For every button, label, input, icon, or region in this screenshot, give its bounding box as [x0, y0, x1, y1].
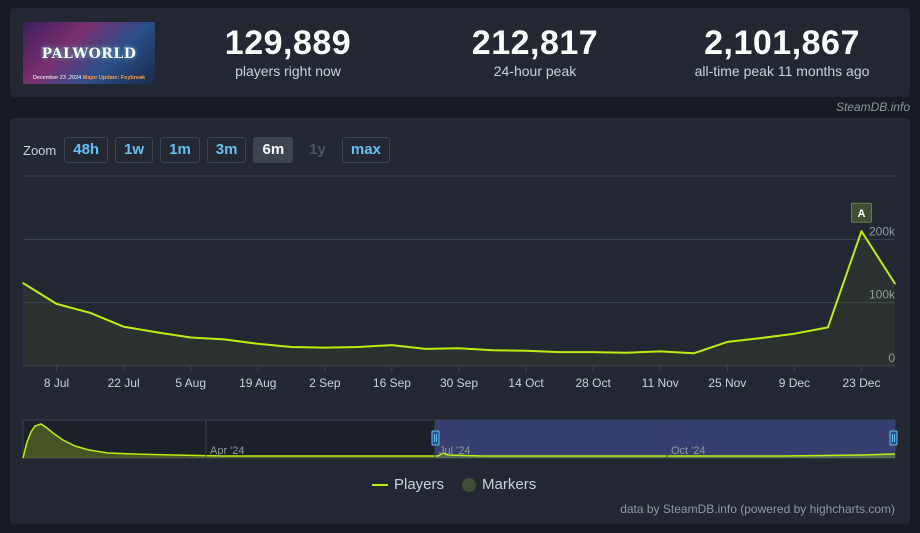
data-point [625, 351, 628, 354]
data-point [22, 282, 24, 284]
player-chart: 0 100k 200k 8 Jul 22 Jul 5 Aug 19 Aug 2 Sep 16 S… [22, 175, 898, 459]
zoom-1y-button: 1y [309, 141, 326, 158]
data-point [189, 336, 192, 339]
stat-label: all-time peak 11 months ago [694, 63, 870, 79]
stat-value: 2,101,867 [704, 24, 860, 62]
data-point [122, 325, 125, 328]
stat-current-players: 129,889 players right now [188, 24, 388, 80]
event-marker-flag [850, 202, 872, 223]
stat-label: 24-hour peak [493, 63, 577, 79]
y-tick-label: 100k [869, 288, 896, 302]
data-point [357, 346, 360, 348]
stats-panel: PALWORLD December 23 ,2024 Major Update:… [10, 8, 910, 97]
highcharts-credit[interactable]: data by SteamDB.info (powered by highcha… [620, 502, 895, 516]
zoom-max-button[interactable]: max [341, 137, 390, 163]
data-point [89, 312, 91, 314]
data-point [692, 352, 695, 355]
event-marker-label: A [857, 208, 865, 220]
x-tick-label: 11 Nov [642, 376, 679, 390]
data-point [592, 351, 594, 353]
legend-players[interactable]: Players [372, 476, 444, 493]
stat-value: 212,817 [471, 24, 599, 62]
data-point [793, 332, 796, 335]
legend-line-swatch [372, 483, 388, 486]
steamdb-credit[interactable]: SteamDB.info [835, 100, 910, 114]
y-tick-label: 200k [869, 224, 896, 238]
data-point [827, 326, 829, 329]
series-area [23, 231, 895, 366]
navigator-label: Oct '24 [671, 445, 706, 457]
stat-24h-peak: 212,817 24-hour peak [435, 24, 635, 80]
zoom-3m-button[interactable]: 3m [206, 137, 247, 163]
legend-players-label: Players [394, 476, 445, 493]
zoom-label: Zoom [23, 142, 57, 158]
y-tick-label: 0 [888, 351, 895, 365]
navigator-line [22, 423, 896, 459]
x-tick-label: 8 Jul [44, 376, 69, 390]
legend-markers[interactable]: Markers [462, 476, 536, 493]
x-tick-label: 28 Oct [575, 376, 611, 390]
game-thumbnail[interactable]: PALWORLD December 23 ,2024 Major Update:… [23, 22, 155, 84]
data-point [894, 282, 896, 285]
data-point [558, 351, 561, 353]
x-tick-label: 14 Oct [508, 376, 544, 390]
data-point [726, 341, 729, 343]
navigator-label: Jul '24 [439, 445, 470, 457]
data-point [55, 303, 58, 305]
stat-value: 129,889 [224, 24, 352, 62]
zoom-bar: Zoom 48h 1w 1m 3m 6m 1y max [23, 136, 397, 164]
x-tick-label: 19 Aug [239, 376, 276, 390]
data-point [860, 230, 863, 233]
data-point [391, 344, 393, 346]
chart-panel: 0 100k 200k 8 Jul 22 Jul 5 Aug 19 Aug 2 Sep 16 S… [10, 118, 910, 524]
thumbnail-update: Major Update: Feybreak [82, 75, 146, 81]
zoom-1m-button[interactable]: 1m [160, 137, 200, 163]
x-tick-label: 30 Sep [440, 376, 478, 390]
data-point [760, 337, 762, 339]
data-point [491, 349, 494, 351]
navigator-handle[interactable] [889, 430, 898, 446]
stat-label: players right now [235, 63, 341, 79]
data-point [525, 350, 527, 352]
thumbnail-date: December 23 ,2024 [32, 75, 82, 81]
navigator-area [23, 424, 895, 458]
zoom-1w-button[interactable]: 1w [115, 137, 154, 163]
data-point [256, 343, 259, 345]
zoom-48h-button[interactable]: 48h [64, 137, 109, 163]
game-thumbnail-caption: December 23 ,2024 Major Update: Feybreak [23, 75, 155, 81]
x-tick-label: 25 Nov [708, 376, 746, 390]
data-point [659, 350, 662, 353]
navigator-selection[interactable] [435, 420, 895, 458]
legend-markers-label: Markers [482, 476, 537, 493]
x-tick-label: 9 Dec [779, 376, 810, 390]
x-tick-label: 2 Sep [309, 376, 341, 390]
chart-legend: Players Markers [372, 476, 554, 493]
data-point [223, 338, 226, 341]
zoom-6m-button[interactable]: 6m [253, 137, 294, 163]
x-tick-label: 22 Jul [108, 376, 140, 390]
data-point [424, 348, 427, 350]
legend-marker-swatch [462, 477, 477, 492]
data-point [290, 346, 293, 348]
navigator-handle[interactable] [431, 430, 440, 446]
game-logo-text: PALWORLD [41, 46, 137, 62]
x-tick-label: 5 Aug [175, 376, 206, 390]
x-tick-label: 23 Dec [842, 376, 880, 390]
x-tick-label: 16 Sep [373, 376, 411, 390]
data-point [156, 331, 158, 334]
data-point [324, 346, 326, 349]
navigator-label: Apr '24 [210, 445, 245, 457]
stat-all-time-peak: 2,101,867 all-time peak 11 months ago [672, 24, 892, 80]
data-point [458, 347, 460, 350]
